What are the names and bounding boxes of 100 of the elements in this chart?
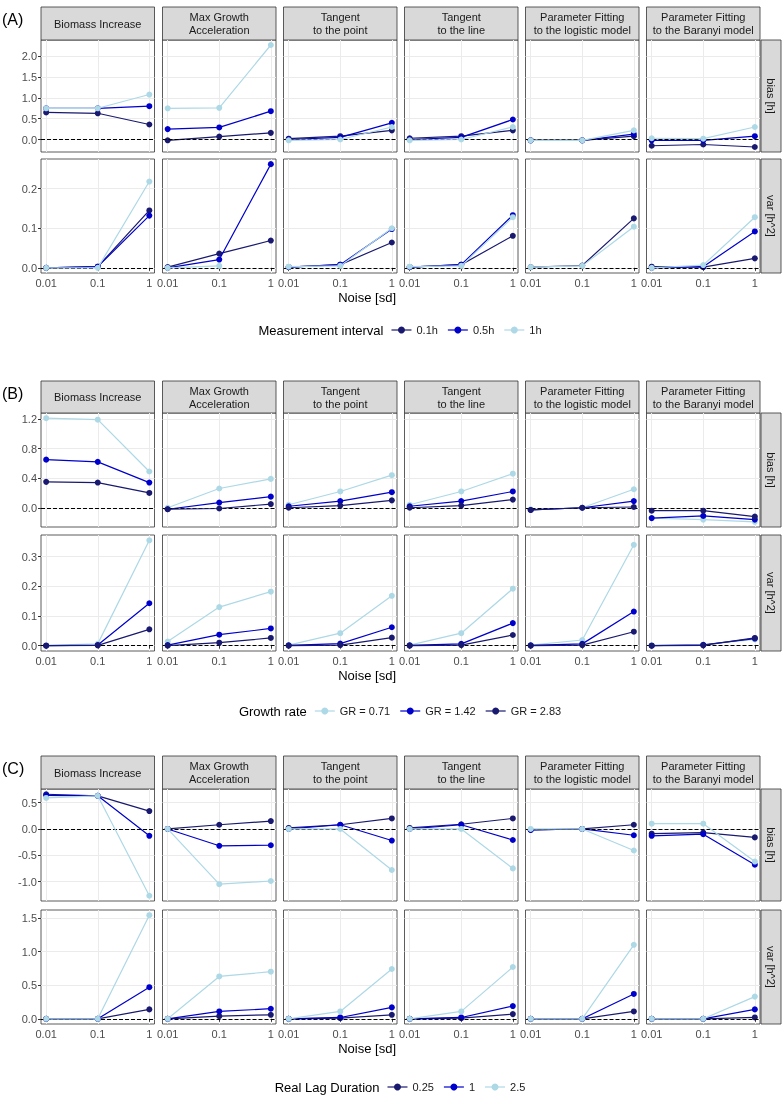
x-tick-label: 0.01 [156, 1027, 178, 1040]
legend-label: GR = 1.42 [425, 705, 476, 717]
y-tick-label: 0.0 [21, 501, 37, 514]
x-tick-label: 1 [630, 276, 637, 289]
y-tick-label: 0.0 [21, 1012, 37, 1025]
y-tick-label: 0.0 [21, 261, 37, 274]
legend-title: Real Lag Duration [274, 1079, 380, 1095]
y-tick-label: 0.0 [21, 822, 37, 835]
y-tick-label: 1.0 [21, 945, 37, 958]
x-tick-label: 1 [388, 1027, 395, 1040]
x-tick-label: 0.01 [640, 276, 662, 289]
y-tick-label: 0.5 [21, 979, 37, 992]
x-tick-label: 0.1 [574, 654, 590, 667]
y-tick-label: 0.0 [21, 133, 37, 146]
y-tick-label: 1.2 [21, 412, 37, 425]
legend-title: Measurement interval [258, 322, 384, 338]
y-tick-label: 0.2 [21, 182, 37, 195]
legend-label: 2.5 [510, 1081, 526, 1093]
x-tick-label: 0.1 [332, 654, 348, 667]
x-tick-label: 1 [146, 276, 153, 289]
chart-title: Tangent to the point [312, 384, 367, 410]
legend-title: Growth rate [238, 703, 307, 719]
x-tick-label: 0.1 [574, 276, 590, 289]
legend-label: 1h [529, 324, 542, 336]
y-axis-title: var [h^2] [764, 572, 777, 614]
y-axis-title: bias [h] [764, 78, 777, 114]
x-tick-label: 1 [509, 654, 516, 667]
x-tick-label: 1 [509, 276, 516, 289]
x-tick-label: 0.1 [332, 1027, 348, 1040]
x-tick-label: 1 [751, 1027, 758, 1040]
y-tick-label: 0.3 [21, 550, 37, 563]
legend-label: 1 [468, 1081, 476, 1093]
x-tick-label: 1 [388, 654, 395, 667]
x-tick-label: 0.01 [398, 1027, 420, 1040]
y-tick-label: 0.5 [21, 112, 37, 125]
x-tick-label: 0.01 [35, 1027, 57, 1040]
x-tick-label: 0.01 [398, 654, 420, 667]
x-tick-label: 0.01 [277, 276, 299, 289]
x-tick-label: 1 [146, 654, 153, 667]
x-tick-label: 0.01 [277, 654, 299, 667]
chart-title: Parameter Fitting to the logistic model [533, 384, 631, 410]
x-tick-label: 0.01 [35, 654, 57, 667]
x-tick-label: 1 [267, 1027, 274, 1040]
chart-title: Tangent to the point [312, 11, 367, 36]
x-tick-label: 1 [267, 276, 274, 289]
y-tick-label: 1.0 [21, 91, 37, 104]
x-tick-label: 0.01 [277, 1027, 299, 1040]
x-tick-label: 0.1 [695, 1027, 711, 1040]
chart-title: Max Growth Acceleration [188, 760, 250, 785]
y-tick-label: -1.0 [18, 875, 37, 888]
chart-title: Tangent to the line [436, 11, 485, 36]
legend-label: 0.25 [412, 1081, 434, 1093]
x-tick-label: 0.1 [453, 276, 469, 289]
x-tick-label: 0.1 [211, 1027, 227, 1040]
x-axis-title: Noise [sd] [337, 667, 396, 683]
chart-title: Max Growth Acceleration [188, 11, 250, 36]
x-tick-label: 1 [630, 654, 637, 667]
chart-title: Parameter Fitting to the logistic model [533, 760, 631, 785]
chart-title: Biomass Increase [54, 766, 142, 779]
x-axis-title: Noise [sd] [337, 1040, 396, 1056]
x-tick-label: 0.1 [453, 1027, 469, 1040]
chart-title: Max Growth Acceleration [188, 384, 250, 410]
x-tick-label: 1 [630, 1027, 637, 1040]
text: (C) [2, 759, 25, 777]
legend-label: GR = 2.83 [510, 705, 562, 717]
y-tick-label: 0.0 [21, 639, 37, 652]
x-tick-label: 0.01 [640, 1027, 662, 1040]
text: (B) [2, 384, 24, 402]
y-tick-label: 1.5 [21, 71, 37, 84]
x-tick-label: 1 [267, 654, 274, 667]
x-tick-label: 0.1 [695, 654, 711, 667]
x-tick-label: 0.1 [453, 654, 469, 667]
y-tick-label: 1.5 [21, 911, 37, 924]
y-tick-label: 0.2 [21, 580, 37, 593]
x-tick-label: 1 [509, 1027, 516, 1040]
y-axis-title: bias [h] [764, 452, 777, 488]
x-tick-label: 0.1 [211, 654, 227, 667]
x-tick-label: 1 [388, 276, 395, 289]
chart-title: Tangent to the line [436, 384, 485, 410]
x-tick-label: 0.1 [90, 1027, 106, 1040]
y-axis-title: bias [h] [764, 827, 777, 863]
text: (A) [2, 10, 24, 28]
y-tick-label: 0.5 [21, 796, 37, 809]
chart-title: Tangent to the point [312, 760, 367, 785]
x-tick-label: 0.1 [90, 276, 106, 289]
x-tick-label: 0.01 [519, 1027, 541, 1040]
x-tick-label: 0.1 [574, 1027, 590, 1040]
x-tick-label: 0.1 [695, 276, 711, 289]
x-axis-title: Noise [sd] [337, 289, 396, 305]
x-tick-label: 0.01 [519, 654, 541, 667]
x-tick-label: 0.1 [332, 276, 348, 289]
legend-label: GR = 0.71 [339, 705, 391, 717]
legend-label: 0.1h [416, 324, 438, 336]
y-tick-label: 0.4 [21, 472, 37, 485]
chart-title: Biomass Increase [54, 391, 142, 403]
chart-title: Parameter Fitting to the logistic model [533, 11, 631, 36]
x-tick-label: 0.01 [156, 654, 178, 667]
x-tick-label: 1 [751, 276, 758, 289]
y-tick-label: 0.1 [21, 222, 37, 235]
x-tick-label: 1 [751, 654, 758, 667]
